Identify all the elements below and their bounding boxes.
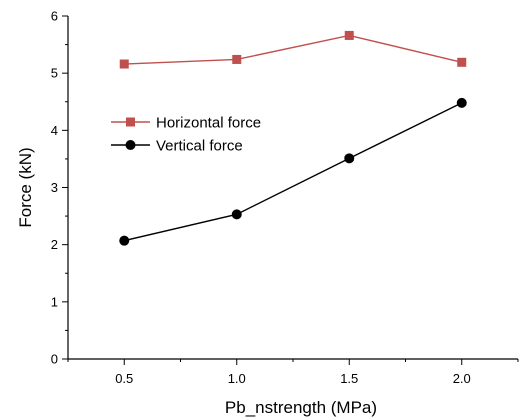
y-tick-label: 0: [51, 352, 58, 367]
vertical-force-line: [124, 102, 463, 242]
legend: Horizontal force Vertical force: [111, 115, 261, 155]
horizontal-force-line: [124, 34, 462, 65]
vertical-force-point: [344, 153, 355, 164]
horizontal-force-point: [119, 59, 129, 69]
y-tick-label: 2: [51, 237, 58, 252]
legend-vertical-force-label: Vertical force: [156, 138, 243, 155]
axes: [67, 16, 518, 360]
y-tick-label: 1: [51, 294, 58, 309]
y-tick-label: 3: [51, 180, 58, 195]
y-tick-label: 4: [51, 123, 58, 138]
vertical-force-point: [119, 235, 130, 246]
vertical-force-point: [231, 209, 242, 220]
y-axis-title: Force (kN): [16, 147, 35, 227]
x-tick-label: 0.5: [115, 371, 133, 386]
legend-horizontal-force-label: Horizontal force: [156, 115, 261, 132]
series-layer: [119, 30, 467, 246]
x-tick-label: 1.0: [228, 371, 246, 386]
horizontal-force-point: [344, 30, 354, 40]
x-axis-title: Pb_nstrength (MPa): [225, 398, 377, 417]
y-tick-label: 6: [51, 9, 58, 24]
x-tick-label: 1.5: [340, 371, 358, 386]
x-tick-label: 2.0: [453, 371, 471, 386]
legend-vertical-force-marker: [125, 140, 136, 150]
vertical-force-point: [456, 97, 467, 108]
y-tick-label: 5: [51, 66, 58, 81]
horizontal-force-point: [232, 54, 242, 64]
horizontal-force-point: [457, 57, 467, 67]
legend-horizontal-force-marker: [126, 117, 135, 127]
ticks: 0 1 2 3 4 5 6 0.5 1.0 1.5 2.0: [51, 9, 519, 386]
